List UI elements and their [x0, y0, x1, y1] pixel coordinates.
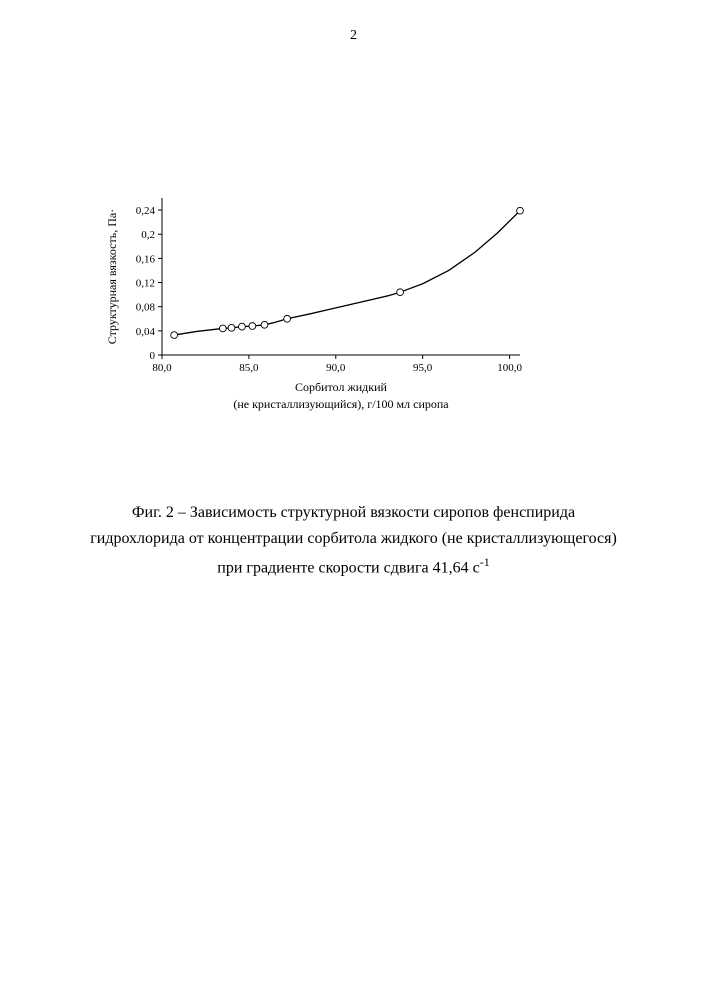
x-tick-label: 95,0 — [413, 362, 433, 374]
x-tick-label: 80,0 — [152, 362, 172, 374]
data-marker — [249, 323, 256, 330]
data-marker — [228, 324, 235, 331]
x-tick-label: 90,0 — [326, 362, 346, 374]
data-marker — [397, 289, 404, 296]
caption-line-3-exponent: -1 — [480, 555, 490, 569]
chart-svg: 0 0,04 0,08 0,12 0,16 0,2 0,24 80,0 85,0 90,0 95,0… — [100, 190, 530, 430]
y-tick-label: 0,2 — [141, 229, 155, 241]
x-tick-label: 85,0 — [239, 362, 259, 374]
chart-figure-2: 0 0,04 0,08 0,12 0,16 0,2 0,24 80,0 85,0 90,0 95,0… — [100, 190, 530, 430]
y-tick-label: 0 — [150, 350, 156, 362]
x-tick-label: 100,0 — [497, 362, 522, 374]
data-marker — [284, 315, 291, 322]
caption-line-2: гидрохлорида от концентрации сорбитола ж… — [90, 530, 617, 547]
y-axis-label: Структурная вязкость, Па· — [105, 209, 119, 344]
y-tick-label: 0,08 — [136, 302, 156, 314]
y-tick-label: 0,04 — [136, 326, 156, 338]
figure-caption: Фиг. 2 – Зависимость структурной вязкост… — [70, 500, 637, 582]
data-marker — [261, 321, 268, 328]
y-tick-label: 0,24 — [136, 205, 156, 217]
caption-line-3-prefix: при градиенте скорости сдвига 41,64 с — [217, 559, 480, 576]
data-marker — [239, 323, 246, 330]
x-axis-label-line1: Сорбитол жидкий — [295, 380, 388, 394]
data-curve — [174, 211, 520, 335]
y-tick-label: 0,16 — [136, 253, 156, 265]
x-axis-label-line2: (не кристаллизующийся), г/100 мл сиропа — [233, 397, 449, 411]
data-marker — [171, 332, 178, 339]
data-marker — [517, 207, 524, 214]
y-tick-label: 0,12 — [136, 278, 155, 290]
page-number: 2 — [0, 28, 707, 44]
caption-line-1: Фиг. 2 – Зависимость структурной вязкост… — [132, 504, 575, 521]
data-marker — [219, 325, 226, 332]
page: 2 0 0,04 0,08 0,12 0,16 0,2 0,24 80,0 85,0 90,0 95… — [0, 0, 707, 1000]
